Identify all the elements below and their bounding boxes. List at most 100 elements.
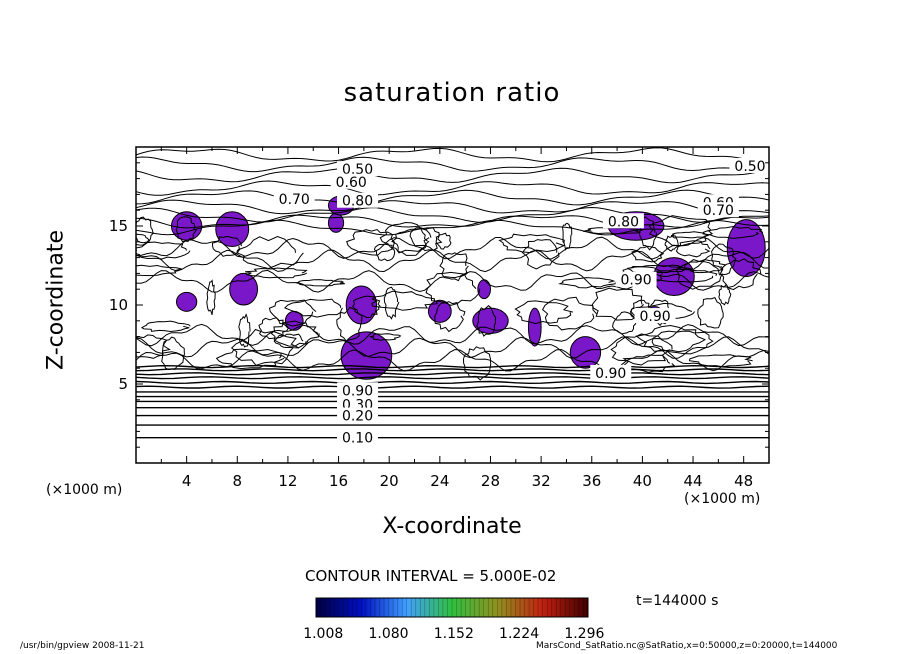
contour-line [136,216,154,244]
contour-label: 0.10 [342,431,373,447]
contour-label-bg [729,157,769,173]
contour-line [136,189,769,206]
colorbar-tick-label: 1.080 [368,626,408,642]
contour-line [373,243,396,262]
contour-line [211,235,242,257]
contour-line [136,368,769,372]
x-tick-label: 20 [380,472,399,490]
contour-label-bg [337,429,379,445]
contour-line [557,277,616,289]
x-tick-label: 40 [633,472,652,490]
supersaturated-region [327,212,345,233]
contour-label: 0.70 [279,192,310,208]
contour-line [136,336,769,359]
contour-line [683,259,726,274]
contour-line [136,167,769,184]
contour-line [675,240,711,258]
y-tick-label: 10 [109,296,128,314]
contour-line [631,245,665,263]
contour-line [697,296,724,329]
contour-line [136,219,769,236]
contour-label-bg [697,202,739,218]
contour-line [136,206,769,223]
contour-line [175,216,197,243]
supersaturated-region [427,299,452,323]
contour-label: 0.90 [620,273,651,289]
contour-layer: 0.500.600.700.800.500.600.700.800.900.90… [136,147,769,447]
contour-line [238,313,251,348]
y-tick-label: 5 [118,375,128,393]
contour-line [136,364,769,369]
contour-label-bg [590,364,632,380]
contour-line [391,228,430,256]
supersaturated-region [170,211,203,241]
contour-line [136,376,769,380]
supersaturated-region [176,291,198,312]
contour-line [136,380,769,385]
contour-label-bg [337,407,379,423]
x-axis-label: X-coordinate [382,514,522,539]
contour-label: 0.60 [336,175,367,191]
contour-line [718,283,732,306]
contour-line [230,328,300,366]
contour-label: 0.90 [639,309,670,325]
x-tick-label: 28 [481,472,500,490]
contour-line [521,239,560,270]
contour-line [136,323,769,347]
contour-line [648,215,714,247]
contour-label-bg [330,173,372,189]
contour-interval-text: CONTOUR INTERVAL = 5.000E-02 [305,567,557,585]
contour-line [136,372,769,376]
contour-line [670,231,709,239]
contour-line [136,348,769,372]
contour-line [630,302,696,320]
contour-line [136,264,182,277]
contour-line [561,222,573,251]
y-tick-label: 15 [109,217,128,235]
contour-label-bg [337,192,379,208]
colorbar-tick-label: 1.296 [564,626,604,642]
contour-line [215,348,285,370]
x-tick-label: 32 [532,472,551,490]
x-tick-label: 8 [233,472,243,490]
contour-line [136,214,769,229]
contour-label-bg [337,161,379,177]
colorbar-tick-label: 1.152 [434,626,474,642]
contour-line [622,354,676,373]
x-tick-label: 24 [430,472,449,490]
contour-line [434,301,466,333]
x-tick-label: 48 [734,472,753,490]
colorbar-tick-label: 1.008 [303,626,343,642]
contour-line [136,147,769,163]
x-unit-label: (×1000 m) [684,491,761,507]
contour-line [136,385,769,389]
contour-line [439,252,469,282]
contour-line [720,258,762,291]
footer-right: MarsCond_SatRatio.nc@SatRatio,x=0:50000,… [536,641,838,651]
contour-label-bg [337,382,379,398]
contour-line [651,330,714,355]
supersaturated-region [726,219,766,278]
contour-label: 0.20 [342,409,373,425]
contour-label-bg [634,308,676,324]
contour-line [244,267,308,279]
contour-line [498,233,566,254]
contour-line [371,290,438,311]
contour-label-bg [615,271,657,287]
contour-line [591,287,645,321]
contour-line [136,156,769,173]
contour-label: 0.80 [342,194,373,210]
chart-title: saturation ratio [343,78,561,108]
contour-line [664,235,679,252]
contour-line [140,320,191,333]
contour-line [635,324,706,353]
x-tick-label: 12 [278,472,297,490]
contour-line [206,279,216,315]
x-tick-label: 44 [683,472,702,490]
contour-line [612,311,638,335]
footer-left: /usr/bin/gpview 2008-11-21 [20,641,145,651]
contour-line [258,317,289,340]
x-tick-label: 16 [329,472,348,490]
